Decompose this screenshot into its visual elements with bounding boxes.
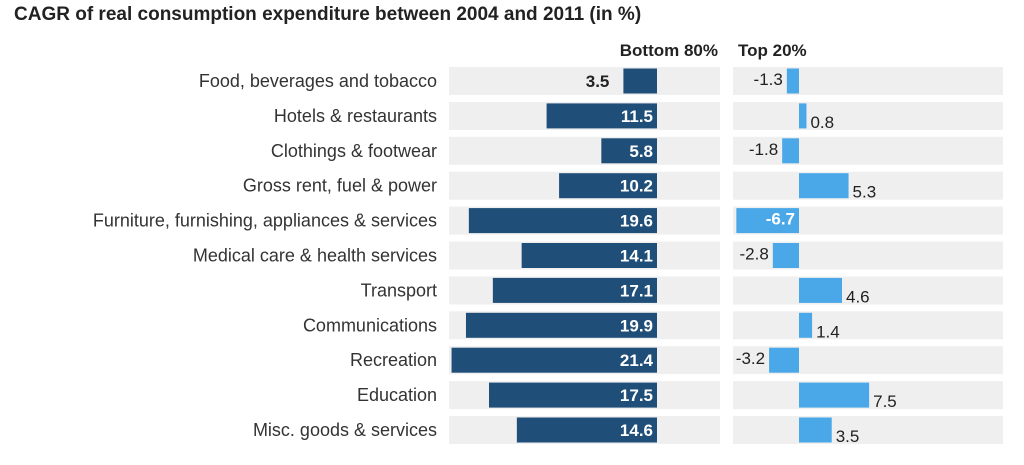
bar-top-20 <box>799 312 813 338</box>
bar-bottom-80 <box>559 173 657 199</box>
value-label-bottom-80: 19.9 <box>620 316 653 335</box>
top-20-value-labels: -1.3 0.8 -1.8 5.3 -6.7 -2.8 4.6 1.4 -3.2 7.5 3.5 <box>736 70 897 446</box>
bar-top-20 <box>782 138 799 164</box>
bar-bottom-80 <box>601 138 657 164</box>
value-label-top-20: 4.6 <box>846 287 870 306</box>
row-bg-top <box>733 311 1003 340</box>
category-label: Communications <box>303 315 437 335</box>
category-label: Hotels & restaurants <box>274 106 437 126</box>
bar-top-20 <box>799 173 849 199</box>
value-label-bottom-80: 11.5 <box>621 107 653 126</box>
category-labels: Food, beverages and tobacco Hotels & rest… <box>93 71 437 440</box>
column-headers: Bottom 80% Top 20% <box>620 41 807 60</box>
bar-bottom-80 <box>492 277 657 303</box>
value-label-bottom-80: 19.6 <box>620 212 653 231</box>
category-label: Food, beverages and tobacco <box>199 71 437 91</box>
value-label-bottom-80: 3.5 <box>586 72 610 91</box>
bar-top-20 <box>799 382 870 408</box>
category-label: Transport <box>361 280 437 300</box>
bar-top-20 <box>736 208 799 234</box>
value-label-top-20: 7.5 <box>873 392 897 411</box>
bar-top-20 <box>786 68 799 94</box>
value-label-top-20: 1.4 <box>816 322 840 341</box>
bar-top-20 <box>799 417 832 443</box>
category-label: Recreation <box>350 350 437 370</box>
value-label-bottom-80: 5.8 <box>629 142 653 161</box>
row-bg-top <box>733 171 1003 200</box>
category-label: Medical care & health services <box>193 246 437 266</box>
row-bg-top <box>733 101 1003 130</box>
bar-bottom-80 <box>546 103 657 129</box>
value-label-top-20: 5.3 <box>853 183 877 202</box>
row-bg-top <box>733 67 1003 95</box>
value-label-top-20: 0.8 <box>810 113 834 132</box>
bottom-80-bars <box>451 68 657 443</box>
value-label-top-20: 3.5 <box>836 427 860 446</box>
value-label-top-20: -6.7 <box>766 210 795 229</box>
row-bg-bottom <box>449 136 720 165</box>
value-label-bottom-80: 10.2 <box>620 177 653 196</box>
top-20-header: Top 20% <box>738 41 807 60</box>
value-label-top-20: -1.8 <box>749 140 778 159</box>
bar-bottom-80 <box>451 347 657 373</box>
category-label: Education <box>357 385 437 405</box>
bar-bottom-80 <box>465 312 657 338</box>
value-label-bottom-80: 14.1 <box>620 247 653 266</box>
bar-bottom-80 <box>623 68 657 94</box>
bar-bottom-80 <box>468 208 657 234</box>
value-label-top-20: -2.8 <box>740 245 769 264</box>
value-label-top-20: -3.2 <box>736 349 765 368</box>
value-label-bottom-80: 17.1 <box>620 281 653 300</box>
top-20-bars <box>736 68 870 443</box>
category-label: Clothings & footwear <box>271 141 437 161</box>
bar-bottom-80 <box>521 243 657 268</box>
category-label: Furniture, furnishing, appliances & serv… <box>93 211 437 231</box>
category-label: Misc. goods & services <box>253 420 437 440</box>
row-bg-bottom <box>449 67 720 95</box>
value-label-top-20: -1.3 <box>754 70 783 89</box>
bar-top-20 <box>799 103 807 129</box>
chart-title: CAGR of real consumption expenditure bet… <box>14 4 642 25</box>
bar-top-20 <box>799 277 843 303</box>
category-label: Gross rent, fuel & power <box>243 176 437 196</box>
bar-top-20 <box>772 243 799 268</box>
bar-bottom-80 <box>489 382 657 408</box>
value-label-bottom-80: 14.6 <box>620 421 653 440</box>
row-bg-top <box>733 136 1003 165</box>
row-bg-top <box>733 276 1003 305</box>
row-bg-top <box>733 416 1003 444</box>
bottom-80-header: Bottom 80% <box>620 41 718 60</box>
value-label-bottom-80: 17.5 <box>620 386 653 405</box>
bottom-80-value-labels: 3.5 11.5 5.8 10.2 19.6 14.1 17.1 19.9 21.4 17.5 14… <box>586 72 654 440</box>
value-label-bottom-80: 21.4 <box>620 351 654 370</box>
bar-bottom-80 <box>516 417 657 443</box>
bar-top-20 <box>769 347 799 373</box>
